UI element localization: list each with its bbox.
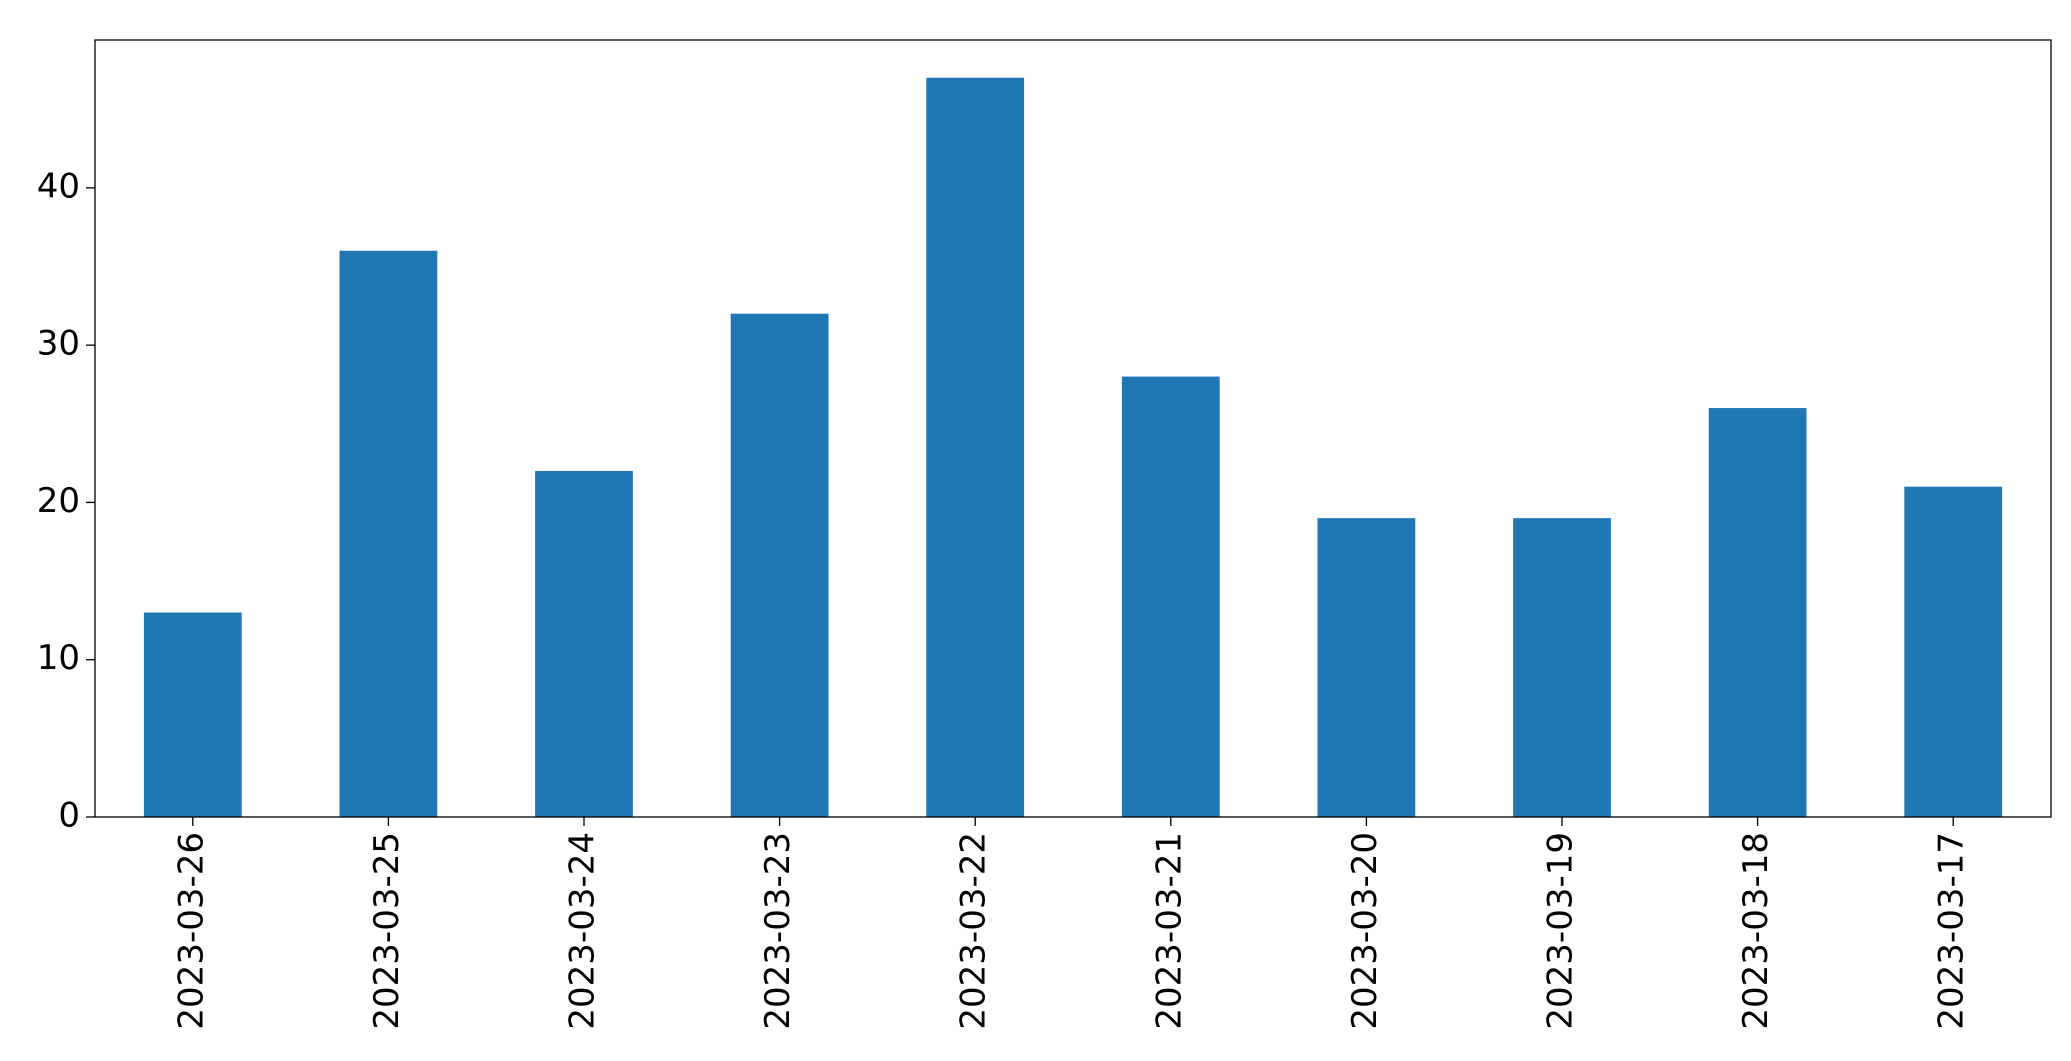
bar [1513,518,1611,817]
y-tick-label: 20 [37,481,80,521]
x-tick-label: 2023-03-17 [1932,832,1972,1030]
bar [1121,376,1220,817]
bar [1904,486,2003,817]
x-tick-label: 2023-03-24 [563,832,603,1030]
bar [926,77,1025,818]
x-tick-label: 2023-03-18 [1736,832,1776,1030]
x-tick-label: 2023-03-26 [171,832,211,1030]
x-tick-label: 2023-03-22 [954,832,994,1030]
bar [339,250,438,817]
bar [143,612,242,817]
bar [535,470,633,817]
bar [730,313,829,817]
y-tick-label: 40 [37,166,80,206]
plot-frame [94,39,2052,818]
x-tick-label: 2023-03-21 [1149,832,1189,1030]
bar [1317,518,1416,817]
x-tick-label: 2023-03-25 [367,832,407,1030]
x-tick-label: 2023-03-20 [1345,832,1385,1030]
y-tick-label: 10 [37,638,80,678]
x-tick-label: 2023-03-19 [1541,832,1581,1030]
x-tick-label: 2023-03-23 [758,832,798,1030]
bar [1708,408,1807,817]
y-tick-label: 0 [58,796,80,836]
y-tick-label: 30 [37,324,80,364]
